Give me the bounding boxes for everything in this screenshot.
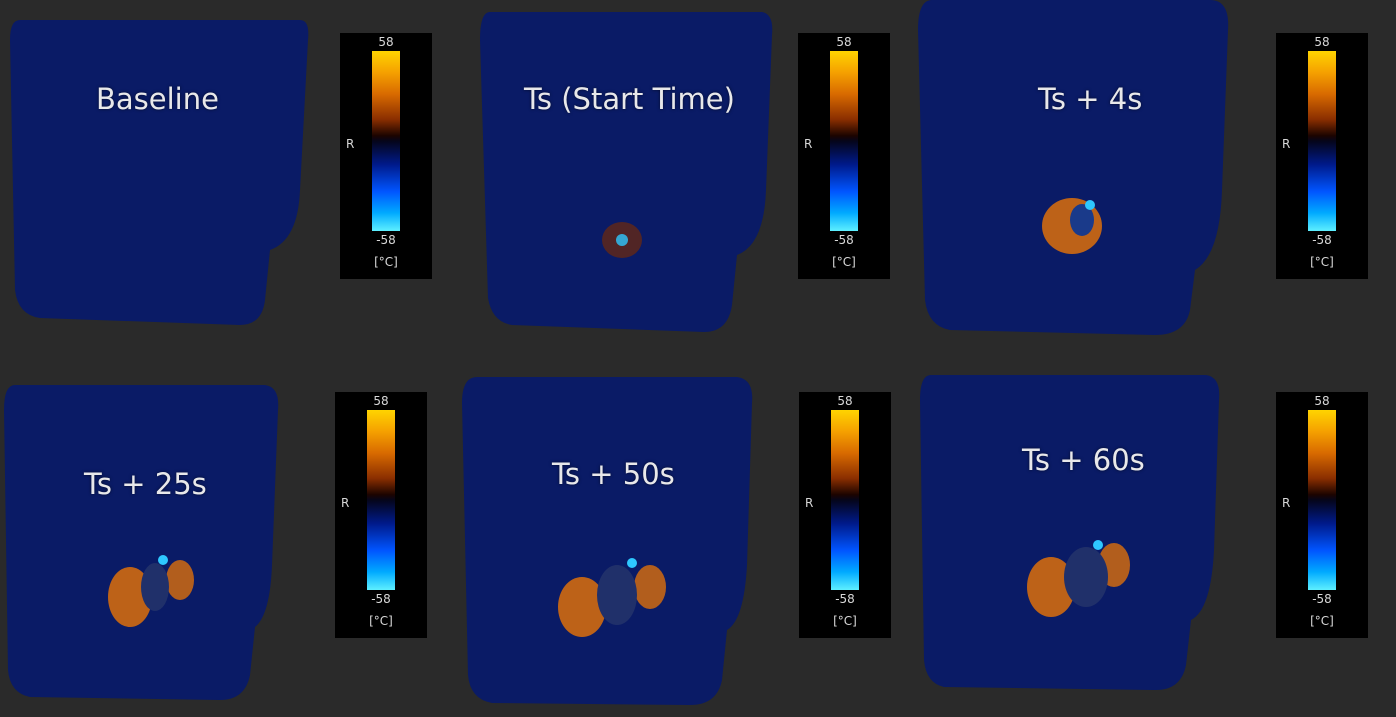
colorbar-min: -58 (835, 592, 855, 606)
temperature-colorbar: 58 R -58 [°C] (798, 33, 890, 279)
temperature-colorbar: 58 R -58 [°C] (340, 33, 432, 279)
temperature-colorbar: 58 R -58 [°C] (799, 392, 891, 638)
colorbar-gradient (830, 51, 858, 231)
colorbar-unit: [°C] (833, 614, 857, 628)
colorbar-side-label: R (1282, 496, 1291, 510)
panel-title: Ts (Start Time) (524, 82, 735, 116)
colorbar-side-label: R (346, 137, 355, 151)
panel-title: Ts + 25s (84, 467, 207, 501)
panel-ts-plus-25s: Ts + 25s 58 R -58 [°C] (0, 365, 452, 717)
temperature-colorbar: 58 R -58 [°C] (335, 392, 427, 638)
mri-slice-image (10, 20, 309, 325)
colorbar-side-label: R (1282, 137, 1291, 151)
colorbar-unit: [°C] (369, 614, 393, 628)
colorbar-max: 58 (837, 394, 853, 408)
temperature-colorbar: 58 R -58 [°C] (1276, 392, 1368, 638)
mri-slice-image (918, 0, 1229, 335)
colorbar-min: -58 (376, 233, 396, 247)
colorbar-max: 58 (1314, 394, 1330, 408)
panel-ts-plus-4s: Ts + 4s 58 R -58 [°C] (910, 0, 1396, 365)
colorbar-max: 58 (1314, 35, 1330, 49)
panel-title: Ts + 60s (1022, 443, 1145, 477)
colorbar-gradient (1308, 410, 1336, 590)
colorbar-max: 58 (836, 35, 852, 49)
colorbar-unit: [°C] (1310, 614, 1334, 628)
colorbar-unit: [°C] (374, 255, 398, 269)
panel-title: Baseline (96, 82, 219, 116)
colorbar-side-label: R (804, 137, 813, 151)
colorbar-gradient (831, 410, 859, 590)
panel-title: Ts + 50s (552, 457, 675, 491)
colorbar-side-label: R (341, 496, 350, 510)
colorbar-min: -58 (834, 233, 854, 247)
colorbar-gradient (367, 410, 395, 590)
colorbar-gradient (372, 51, 400, 231)
panel-ts-plus-60s: Ts + 60s 58 R -58 [°C] (916, 365, 1396, 717)
mri-slice-image (480, 12, 773, 332)
colorbar-min: -58 (1312, 592, 1332, 606)
colorbar-max: 58 (373, 394, 389, 408)
colorbar-min: -58 (1312, 233, 1332, 247)
panel-start-time: Ts (Start Time) 58 R -58 [°C] (452, 0, 910, 365)
mri-slice-image (920, 375, 1220, 690)
mri-slice-image (4, 385, 279, 700)
panel-baseline: Baseline 58 R -58 [°C] (0, 0, 452, 365)
colorbar-max: 58 (378, 35, 394, 49)
colorbar-min: -58 (371, 592, 391, 606)
temperature-colorbar: 58 R -58 [°C] (1276, 33, 1368, 279)
colorbar-gradient (1308, 51, 1336, 231)
panel-ts-plus-50s: Ts + 50s 58 R -58 [°C] (452, 365, 916, 717)
mri-slice-image (462, 377, 753, 705)
colorbar-unit: [°C] (832, 255, 856, 269)
colorbar-unit: [°C] (1310, 255, 1334, 269)
colorbar-side-label: R (805, 496, 814, 510)
panel-title: Ts + 4s (1038, 82, 1143, 116)
